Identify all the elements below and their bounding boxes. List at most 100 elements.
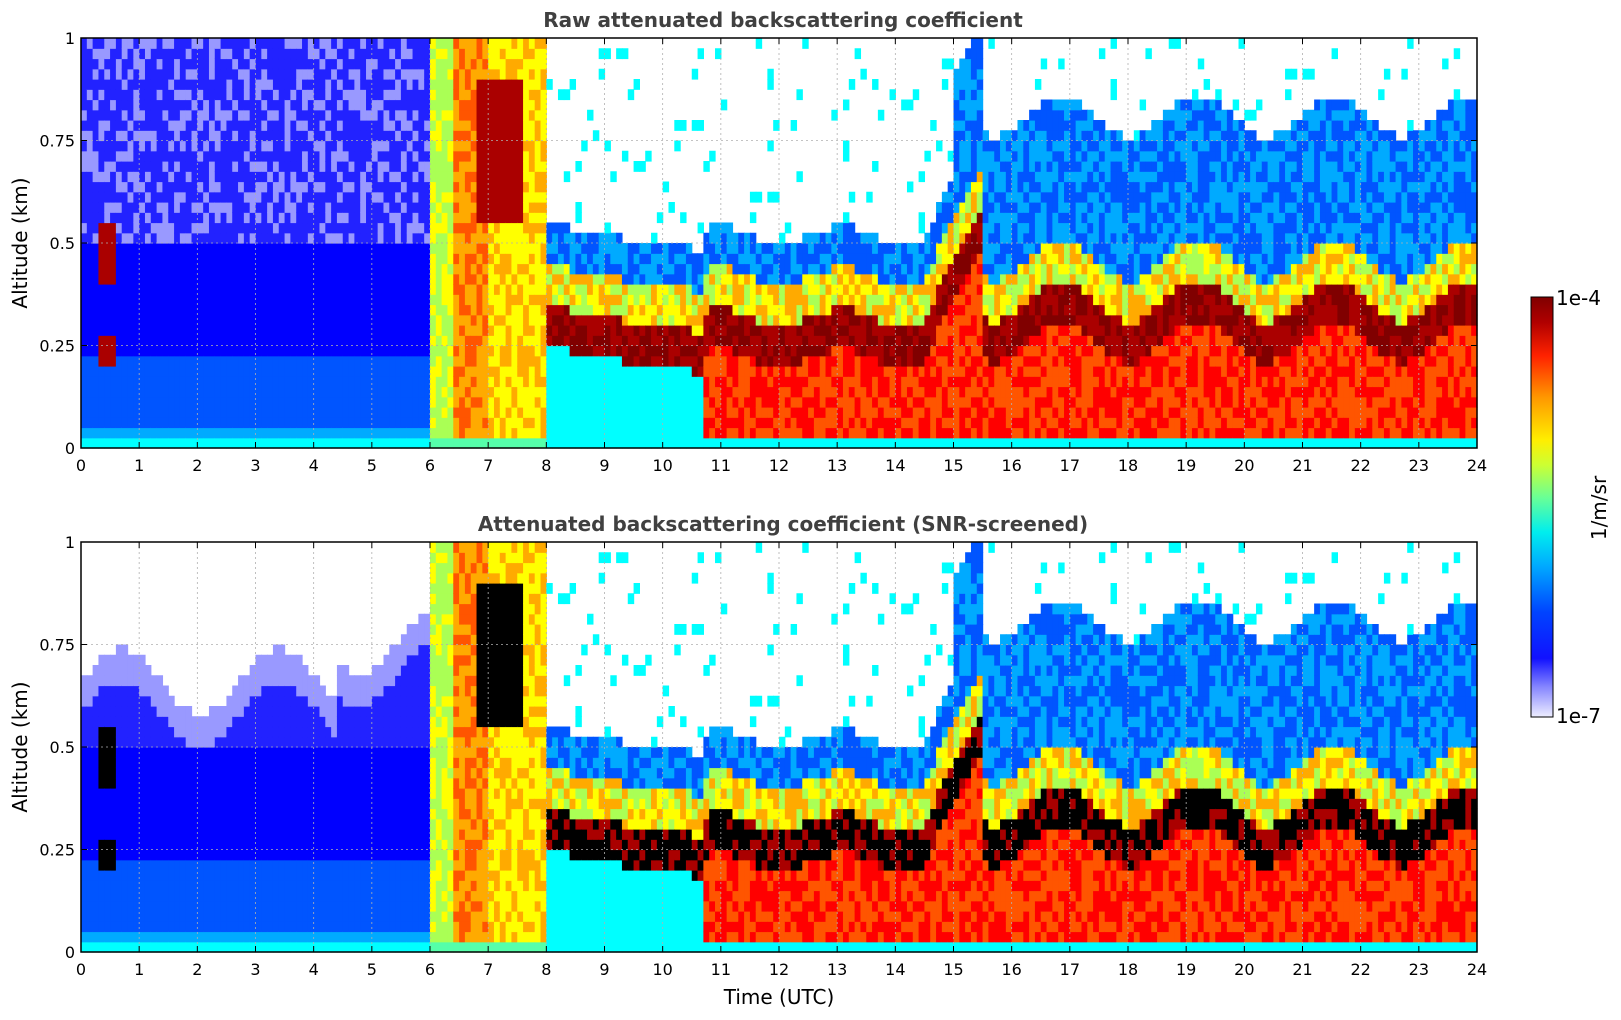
heatmap-cell (256, 294, 262, 305)
heatmap-cell (447, 89, 453, 100)
heatmap-cell (343, 212, 349, 223)
heatmap-cell (546, 346, 552, 357)
heatmap-cell (477, 376, 483, 387)
heatmap-cell (511, 59, 517, 70)
heatmap-cell (459, 141, 465, 152)
heatmap-cell (977, 428, 983, 439)
heatmap-cell (151, 130, 157, 141)
heatmap-cell (337, 253, 343, 264)
heatmap-cell (116, 253, 122, 264)
heatmap-cell (87, 315, 93, 326)
heatmap-cell (343, 417, 349, 428)
heatmap-cell (343, 161, 349, 172)
heatmap-cell (465, 397, 471, 408)
heatmap-cell (529, 120, 535, 131)
heatmap-cell (546, 407, 552, 418)
heatmap-cell (418, 407, 424, 418)
heatmap-cell (98, 274, 104, 285)
heatmap-cell (325, 233, 331, 244)
heatmap-cell (319, 366, 325, 377)
heatmap-cell (401, 79, 407, 90)
heatmap-cell (622, 376, 628, 387)
heatmap-cell (372, 366, 378, 377)
heatmap-cell (954, 264, 960, 275)
heatmap-cell (110, 264, 116, 275)
heatmap-cell (767, 264, 773, 275)
heatmap-cell (273, 212, 279, 223)
heatmap-cell (139, 233, 145, 244)
heatmap-cell (721, 376, 727, 387)
heatmap-cell (203, 438, 209, 449)
heatmap-cell (203, 223, 209, 234)
heatmap-cell (860, 438, 866, 449)
heatmap-cell (849, 366, 855, 377)
heatmap-cell (378, 161, 384, 172)
heatmap-cell (93, 130, 99, 141)
heatmap-cell (87, 69, 93, 80)
heatmap-cell (349, 346, 355, 357)
heatmap-cell (314, 284, 320, 295)
heatmap-cell (523, 305, 529, 316)
heatmap-cell (349, 69, 355, 80)
heatmap-cell (535, 212, 541, 223)
heatmap-cell (430, 48, 436, 59)
heatmap-cell (128, 335, 134, 346)
heatmap-cell (965, 79, 971, 90)
heatmap-cell (756, 192, 762, 203)
heatmap-cell (913, 305, 919, 316)
heatmap-cell (942, 202, 948, 213)
heatmap-cell (378, 294, 384, 305)
heatmap-cell (645, 387, 651, 398)
heatmap-cell (407, 438, 413, 449)
heatmap-cell (244, 182, 250, 193)
heatmap-cell (413, 264, 419, 275)
heatmap-cell (605, 417, 611, 428)
heatmap-cell (511, 397, 517, 408)
heatmap-cell (157, 387, 163, 398)
heatmap-cell (767, 325, 773, 336)
heatmap-cell (634, 161, 640, 172)
heatmap-cell (814, 284, 820, 295)
heatmap-cell (413, 335, 419, 346)
heatmap-cell (290, 212, 296, 223)
heatmap-cell (884, 346, 890, 357)
heatmap-cell (988, 397, 994, 408)
heatmap-cell (430, 417, 436, 428)
heatmap-cell (703, 387, 709, 398)
heatmap-cell (907, 305, 913, 316)
heatmap-cell (872, 161, 878, 172)
heatmap-cell (151, 233, 157, 244)
heatmap-cell (919, 417, 925, 428)
heatmap-cell (104, 356, 110, 367)
heatmap-cell (866, 274, 872, 285)
heatmap-cell (93, 202, 99, 213)
heatmap-cell (186, 387, 192, 398)
heatmap-cell (436, 284, 442, 295)
heatmap-cell (209, 243, 215, 254)
heatmap-cell (919, 397, 925, 408)
heatmap-cell (616, 376, 622, 387)
heatmap-cell (459, 325, 465, 336)
heatmap-cell (174, 438, 180, 449)
heatmap-cell (593, 397, 599, 408)
heatmap-cell (453, 202, 459, 213)
heatmap-cell (954, 305, 960, 316)
heatmap-cell (395, 335, 401, 346)
heatmap-cell (680, 407, 686, 418)
heatmap-cell (267, 202, 273, 213)
heatmap-cell (959, 110, 965, 121)
heatmap-cell (331, 335, 337, 346)
heatmap-cell (215, 89, 221, 100)
heatmap-cell (639, 284, 645, 295)
heatmap-cell (116, 325, 122, 336)
heatmap-cell (605, 335, 611, 346)
heatmap-cell (174, 253, 180, 264)
heatmap-cell (337, 110, 343, 121)
heatmap-cell (954, 120, 960, 131)
heatmap-cell (325, 223, 331, 234)
heatmap-cell (605, 223, 611, 234)
heatmap-cell (971, 253, 977, 264)
heatmap-cell (447, 407, 453, 418)
heatmap-cell (232, 335, 238, 346)
heatmap-cell (174, 428, 180, 439)
